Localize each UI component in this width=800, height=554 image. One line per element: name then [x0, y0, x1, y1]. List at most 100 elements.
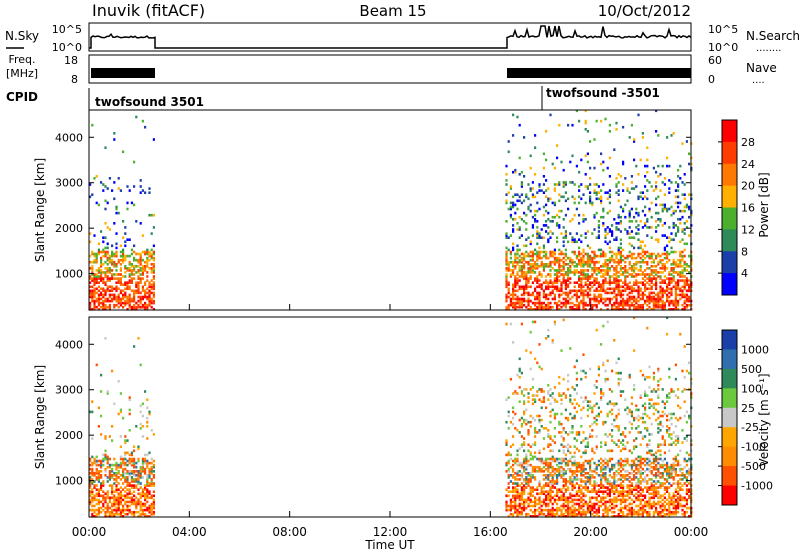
colorbar-tick-label: 8	[741, 245, 748, 258]
heatmap-cell	[128, 492, 131, 496]
heatmap-cell	[573, 281, 576, 284]
heatmap-cell	[593, 283, 596, 286]
heatmap-cell	[529, 457, 532, 461]
heatmap-cell	[549, 252, 552, 256]
heatmap-cell	[670, 263, 673, 266]
heatmap-cell	[97, 476, 100, 479]
heatmap-cell	[582, 285, 585, 289]
heatmap-cell	[558, 269, 561, 272]
heatmap-cell	[564, 482, 567, 485]
heatmap-cell	[148, 295, 151, 299]
heatmap-cell	[659, 275, 662, 278]
heatmap-cell	[553, 277, 556, 280]
heatmap-cell	[130, 263, 133, 266]
heatmap-cell	[608, 494, 611, 498]
heatmap-cell	[538, 246, 541, 250]
heatmap-cell	[531, 193, 534, 196]
heatmap-cell	[540, 488, 543, 491]
heatmap-cell	[124, 301, 127, 305]
heatmap-cell	[133, 510, 136, 514]
nave-label: Nave	[746, 61, 777, 75]
heatmap-cell	[633, 303, 636, 307]
heatmap-cell	[556, 269, 559, 272]
heatmap-cell	[538, 207, 541, 211]
heatmap-cell	[604, 502, 607, 506]
heatmap-cell	[124, 502, 127, 506]
heatmap-cell	[93, 283, 96, 286]
heatmap-cell	[141, 258, 144, 262]
heatmap-cell	[505, 500, 508, 504]
heatmap-cell	[525, 461, 528, 465]
heatmap-cell	[633, 236, 636, 239]
heatmap-cell	[569, 232, 572, 235]
heatmap-cell	[657, 396, 660, 399]
heatmap-cell	[608, 480, 611, 483]
heatmap-cell	[547, 232, 550, 235]
heatmap-cell	[677, 258, 680, 262]
heatmap-cell	[520, 183, 523, 186]
heatmap-cell	[547, 398, 550, 401]
heatmap-cell	[540, 301, 543, 305]
heatmap-cell	[115, 496, 118, 500]
heatmap-cell	[641, 498, 644, 502]
heatmap-cell	[637, 414, 640, 418]
heatmap-cell	[597, 488, 600, 491]
heatmap-cell	[589, 197, 592, 201]
heatmap-cell	[582, 498, 585, 502]
heatmap-cell	[95, 297, 98, 301]
heatmap-cell	[97, 295, 100, 299]
heatmap-cell	[646, 474, 649, 477]
heatmap-cell	[630, 275, 633, 278]
heatmap-cell	[635, 260, 638, 264]
heatmap-cell	[100, 305, 103, 309]
heatmap-cell	[119, 297, 122, 301]
heatmap-cell	[628, 510, 631, 514]
heatmap-cell	[104, 146, 107, 149]
heatmap-cell	[137, 289, 140, 293]
heatmap-cell	[564, 287, 567, 291]
heatmap-cell	[573, 494, 576, 498]
heatmap-cell	[597, 504, 600, 508]
heatmap-cell	[593, 467, 596, 471]
heatmap-cell	[553, 416, 556, 420]
heatmap-cell	[124, 265, 127, 268]
heatmap-cell	[137, 457, 140, 461]
heatmap-cell	[516, 512, 519, 516]
heatmap-cell	[518, 461, 521, 465]
heatmap-cell	[520, 275, 523, 278]
heatmap-cell	[578, 484, 581, 487]
heatmap-cell	[534, 277, 537, 280]
heatmap-cell	[525, 455, 528, 459]
heatmap-cell	[619, 295, 622, 299]
heatmap-cell	[644, 301, 647, 305]
heatmap-cell	[108, 498, 111, 502]
heatmap-cell	[144, 191, 147, 194]
heatmap-cell	[137, 472, 140, 475]
heatmap-cell	[613, 252, 616, 256]
heatmap-cell	[584, 119, 587, 123]
heatmap-cell	[595, 303, 598, 307]
heatmap-cell	[564, 273, 567, 276]
heatmap-cell	[551, 283, 554, 286]
heatmap-cell	[512, 291, 515, 295]
heatmap-cell	[652, 260, 655, 264]
heatmap-cell	[560, 498, 563, 502]
heatmap-cell	[545, 252, 548, 256]
heatmap-cell	[619, 258, 622, 262]
heatmap-cell	[146, 297, 149, 301]
heatmap-cell	[571, 238, 574, 241]
heatmap-cell	[663, 207, 666, 211]
heatmap-cell	[615, 121, 618, 125]
heatmap-cell	[115, 295, 118, 299]
heatmap-cell	[516, 260, 519, 264]
heatmap-cell	[668, 295, 671, 299]
heatmap-cell	[144, 265, 147, 268]
heatmap-cell	[657, 431, 660, 434]
heatmap-cell	[553, 263, 556, 266]
heatmap-cell	[556, 305, 559, 309]
heatmap-cell	[586, 486, 589, 489]
heatmap-cell	[514, 168, 517, 172]
heatmap-cell	[113, 512, 116, 516]
heatmap-cell	[139, 512, 142, 516]
heatmap-cell	[556, 289, 559, 293]
